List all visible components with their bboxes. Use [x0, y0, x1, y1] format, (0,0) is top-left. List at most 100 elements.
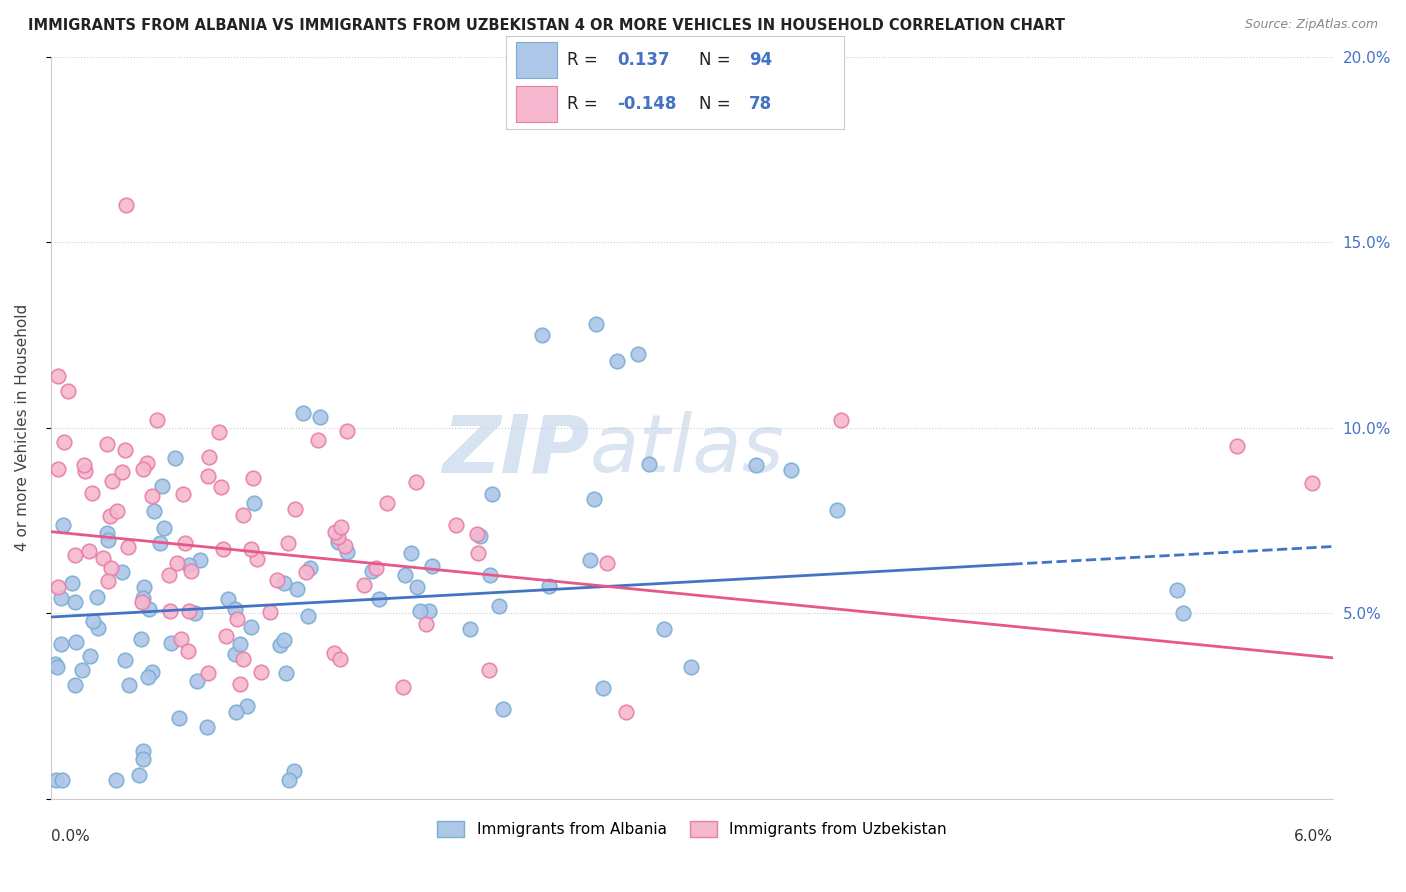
Point [830, 413, 852, 427]
Point [82, 486, 104, 500]
Point [232, 652, 254, 666]
Point [188, 553, 211, 567]
Point [167, 711, 190, 725]
Point [596, 556, 619, 570]
Point [367, 591, 389, 606]
Point [283, 764, 305, 778]
Point [225, 706, 247, 720]
Point [157, 567, 180, 582]
Point [51, 773, 73, 788]
Point [405, 475, 427, 489]
Point [166, 556, 188, 570]
Point [467, 527, 489, 541]
Point [98, 509, 121, 524]
Point [329, 652, 352, 666]
Point [531, 328, 554, 343]
Text: N =: N = [699, 95, 730, 113]
Point [333, 539, 356, 553]
Point [240, 619, 263, 633]
Point [149, 536, 172, 550]
Point [361, 564, 384, 578]
Point [322, 647, 344, 661]
Point [153, 521, 176, 535]
Point [391, 680, 413, 694]
Point [186, 674, 208, 689]
Point [179, 604, 201, 618]
Point [329, 520, 352, 534]
Text: atlas: atlas [589, 411, 785, 489]
Point [336, 545, 359, 559]
Point [177, 644, 200, 658]
Point [150, 478, 173, 492]
Point [399, 546, 422, 560]
Point [307, 433, 329, 447]
Point [159, 636, 181, 650]
Point [79, 648, 101, 663]
Point [297, 608, 319, 623]
Point [46, 659, 69, 673]
Point [63, 678, 86, 692]
Point [583, 491, 606, 506]
Point [592, 681, 614, 695]
Point [1301, 476, 1323, 491]
Point [72, 458, 94, 472]
Point [179, 558, 201, 572]
Point [45, 773, 67, 788]
Point [209, 480, 232, 494]
Point [159, 604, 181, 618]
Point [229, 637, 252, 651]
Point [606, 354, 628, 368]
Point [82, 614, 104, 628]
Point [239, 541, 262, 556]
Point [654, 622, 676, 636]
Point [328, 534, 350, 549]
Text: IMMIGRANTS FROM ALBANIA VS IMMIGRANTS FROM UZBEKISTAN 4 OR MORE VEHICLES IN HOUS: IMMIGRANTS FROM ALBANIA VS IMMIGRANTS FR… [28, 18, 1066, 33]
Point [46, 580, 69, 594]
Point [141, 489, 163, 503]
Point [53, 434, 76, 449]
Point [101, 474, 124, 488]
Point [114, 442, 136, 457]
Point [63, 595, 86, 609]
Point [111, 465, 134, 479]
Point [132, 752, 155, 766]
Point [97, 574, 120, 588]
Point [46, 462, 69, 476]
Point [170, 632, 193, 646]
Point [134, 580, 156, 594]
Point [65, 635, 87, 649]
Text: R =: R = [567, 51, 598, 69]
Point [467, 546, 489, 560]
Point [131, 595, 153, 609]
Point [105, 773, 128, 788]
Point [142, 504, 165, 518]
Point [470, 529, 492, 543]
Point [212, 542, 235, 557]
Point [627, 346, 650, 360]
Text: 78: 78 [749, 95, 772, 113]
Point [246, 551, 269, 566]
Point [165, 451, 187, 466]
Point [77, 544, 100, 558]
Point [409, 604, 432, 618]
Point [226, 612, 249, 626]
Point [73, 464, 96, 478]
Point [215, 629, 238, 643]
Point [375, 495, 398, 509]
Point [198, 450, 221, 464]
Point [614, 706, 637, 720]
Point [745, 458, 768, 472]
Text: 6.0%: 6.0% [1294, 829, 1333, 844]
Point [287, 582, 309, 596]
Point [136, 456, 159, 470]
Point [44, 657, 66, 671]
Point [131, 744, 153, 758]
Point [49, 591, 72, 605]
Point [278, 773, 301, 788]
Text: ZIP: ZIP [441, 411, 589, 489]
Point [418, 604, 440, 618]
Point [1173, 607, 1195, 621]
Point [236, 698, 259, 713]
Point [637, 457, 659, 471]
Point [136, 670, 159, 684]
